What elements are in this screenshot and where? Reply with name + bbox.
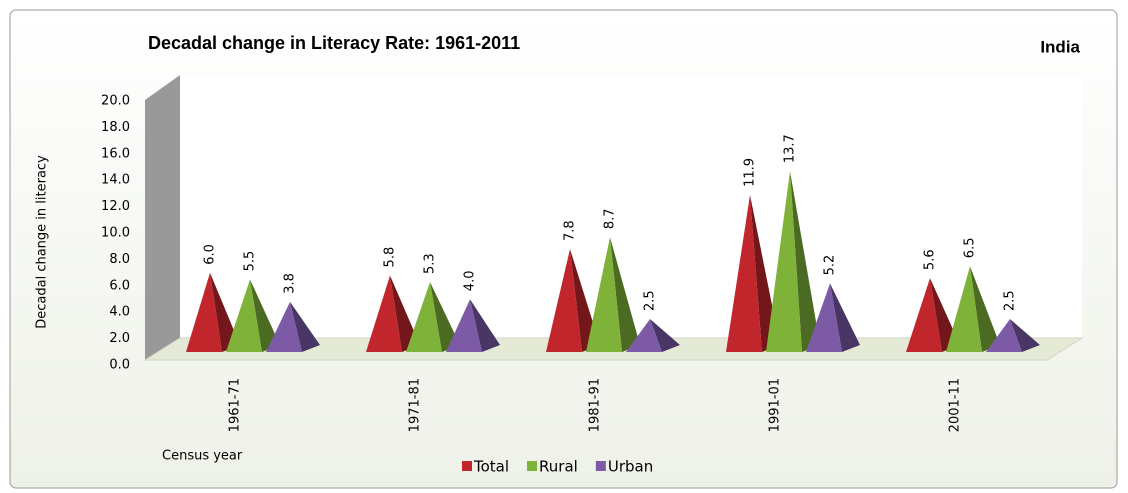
chart-title: Decadal change in Literacy Rate: 1961-20…: [148, 33, 520, 53]
pyramid: [406, 282, 460, 352]
y-tick-label: 12.0: [101, 199, 130, 214]
pyramid-front: [406, 282, 442, 352]
data-label: 11.9: [743, 158, 758, 187]
data-label: 8.7: [603, 208, 618, 229]
pyramid-front: [946, 266, 982, 352]
pyramid: [766, 171, 820, 352]
pyramid-side: [290, 301, 320, 352]
y-tick-label: 10.0: [101, 226, 130, 241]
pyramid-front: [806, 283, 842, 352]
y-tick-label: 20.0: [101, 94, 130, 109]
data-label: 4.0: [463, 271, 478, 292]
pyramid-side: [650, 319, 680, 352]
legend-swatch: [595, 461, 606, 471]
y-tick-label: 0.0: [109, 358, 130, 373]
pyramid-side: [210, 272, 240, 352]
y-tick-label: 4.0: [109, 305, 130, 320]
y-tick-label: 2.0: [109, 331, 130, 346]
data-label: 6.0: [203, 244, 218, 265]
x-tick-label: 1981-91: [588, 378, 603, 432]
pyramid: [626, 319, 680, 352]
pyramid: [366, 275, 420, 352]
pyramid: [226, 279, 280, 352]
data-label: 5.5: [243, 251, 258, 272]
pyramid: [446, 299, 500, 352]
pyramid: [806, 283, 860, 352]
data-label: 7.8: [563, 220, 578, 241]
data-label: 13.7: [783, 134, 798, 163]
back-wall: [180, 75, 1082, 338]
y-axis-label: Decadal change in literacy: [35, 155, 50, 329]
pyramid-side: [790, 171, 820, 352]
pyramid-front: [906, 278, 942, 352]
x-tick-label: 2001-11: [948, 378, 963, 432]
pyramid-front: [366, 275, 402, 352]
pyramid-front: [226, 279, 262, 352]
y-tick-label: 16.0: [101, 146, 130, 161]
data-label: 2.5: [1003, 290, 1018, 311]
x-axis-label: Census year: [162, 449, 243, 464]
pyramid-front: [626, 319, 662, 352]
side-wall: [145, 75, 180, 360]
pyramid-side: [1010, 319, 1040, 352]
pyramid-front: [266, 301, 302, 352]
pyramid-front: [186, 272, 222, 352]
pyramid: [946, 266, 1000, 352]
pyramid-front: [546, 249, 582, 352]
legend-swatch: [462, 461, 472, 471]
legend-swatch: [527, 461, 538, 471]
pyramid-front: [586, 237, 622, 352]
annotation: India: [1040, 37, 1080, 56]
x-tick-label: 1971-81: [408, 378, 423, 432]
x-tick-label: 1961-71: [228, 378, 243, 432]
pyramid: [186, 272, 240, 352]
y-tick-label: 14.0: [101, 173, 130, 188]
pyramid-side: [830, 283, 860, 352]
pyramid: [986, 319, 1040, 352]
legend-label: Urban: [608, 458, 653, 476]
pyramid-side: [610, 237, 640, 352]
data-label: 6.5: [963, 238, 978, 259]
pyramid-side: [470, 299, 500, 352]
pyramid-front: [766, 171, 802, 352]
x-tick-label: 1991-01: [768, 378, 783, 432]
y-tick-label: 6.0: [109, 278, 130, 293]
legend-label: Rural: [539, 458, 578, 476]
data-label: 5.2: [823, 255, 838, 276]
data-label: 5.8: [383, 247, 398, 268]
data-label: 3.8: [283, 273, 298, 294]
y-tick-label: 18.0: [101, 120, 130, 135]
y-tick-label: 8.0: [109, 252, 130, 267]
data-label: 5.3: [423, 253, 438, 274]
pyramid-side: [430, 282, 460, 352]
pyramid: [266, 301, 320, 352]
pyramid-front: [986, 319, 1022, 352]
pyramid-side: [390, 275, 420, 352]
pyramid: [586, 237, 640, 352]
pyramid-side: [250, 279, 280, 352]
data-label: 2.5: [643, 290, 658, 311]
data-label: 5.6: [923, 249, 938, 270]
pyramid-side: [970, 266, 1000, 352]
legend-label: Total: [473, 458, 509, 476]
pyramid-front: [726, 194, 762, 352]
pyramid-front: [446, 299, 482, 352]
